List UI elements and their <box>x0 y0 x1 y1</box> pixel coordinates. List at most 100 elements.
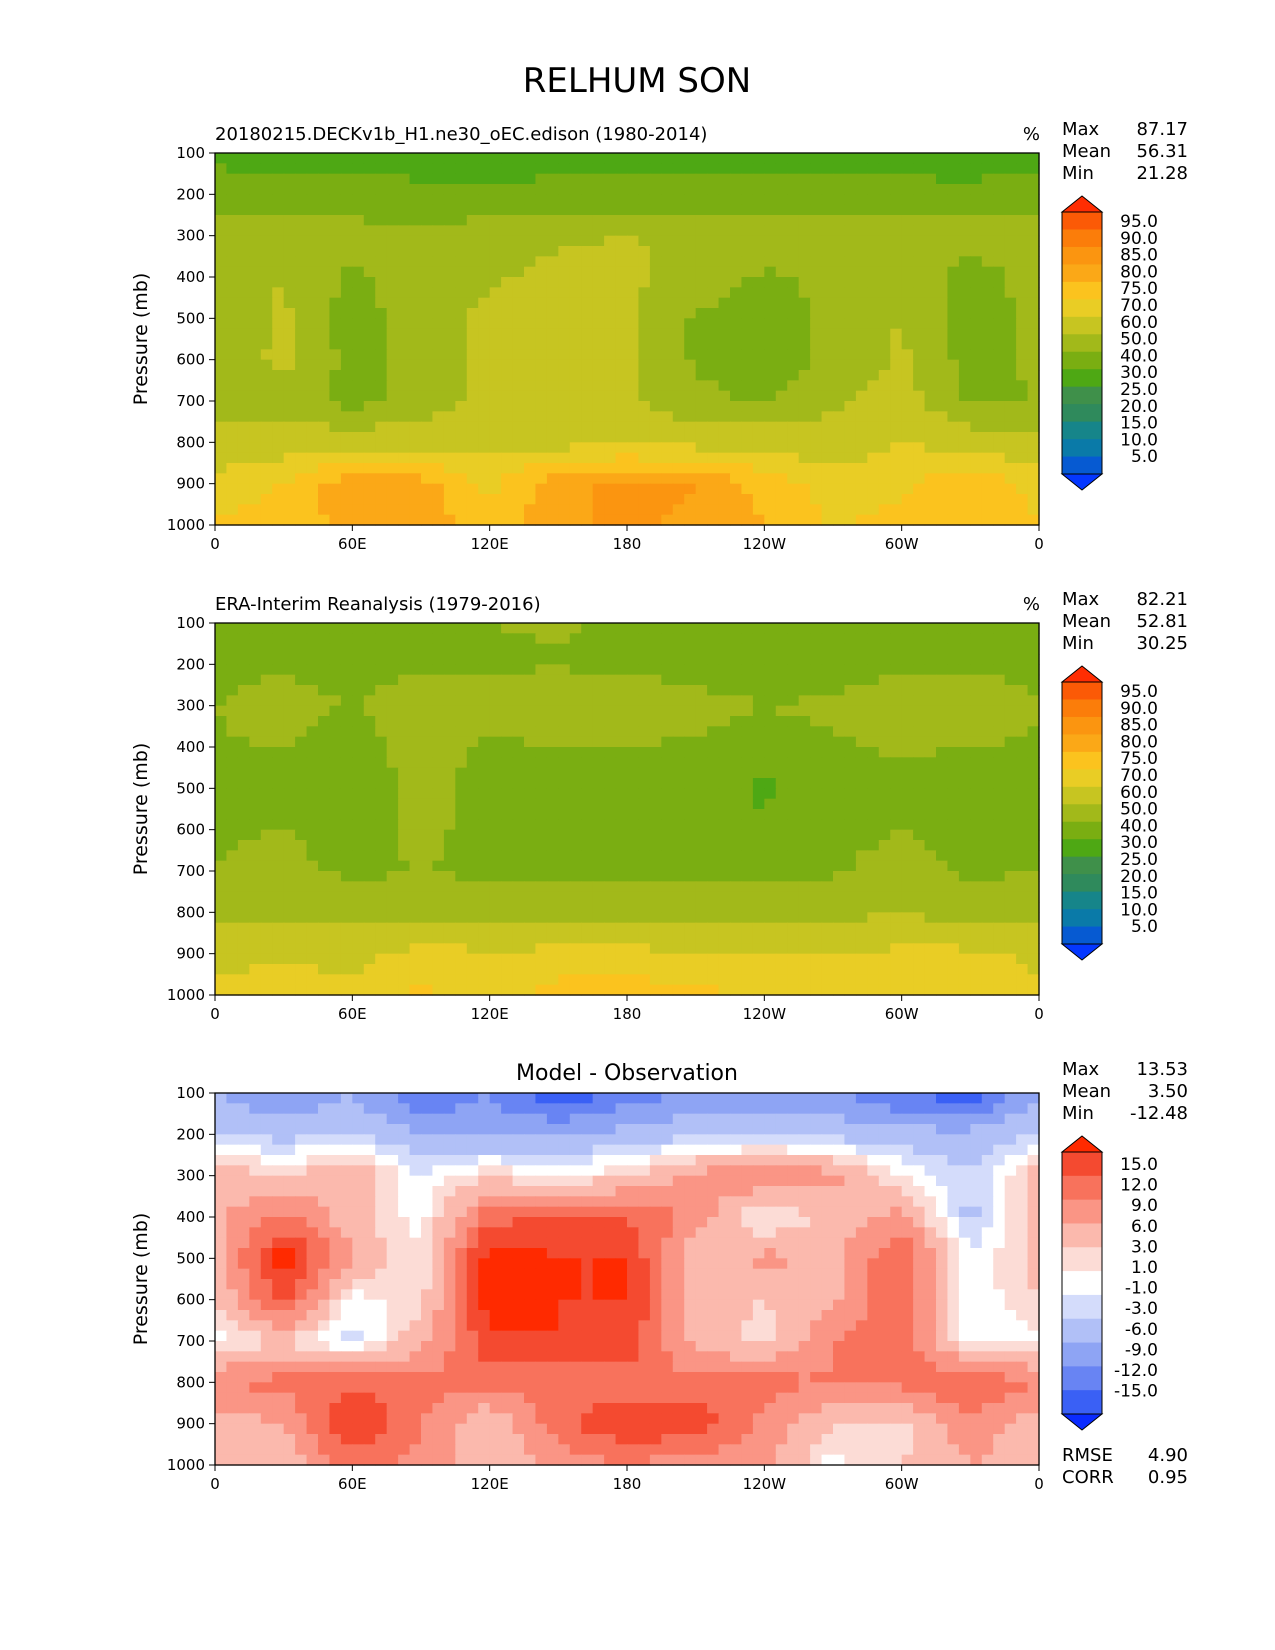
heatmap-cell <box>478 359 491 371</box>
heatmap-cell <box>489 922 502 934</box>
heatmap-cell <box>558 473 571 485</box>
heatmap-cell <box>386 318 399 330</box>
heatmap-cell <box>512 390 525 402</box>
heatmap-cell <box>970 695 983 707</box>
heatmap-cell <box>318 246 331 257</box>
heatmap-cell <box>546 747 559 758</box>
heatmap-cell <box>752 204 765 216</box>
heatmap-cell <box>455 664 468 676</box>
heatmap-cell <box>901 767 914 779</box>
heatmap-cell <box>237 215 250 226</box>
heatmap-cell <box>455 726 468 738</box>
heatmap-cell <box>375 246 388 257</box>
heatmap-cell <box>363 912 376 924</box>
heatmap-cell <box>432 850 445 862</box>
heatmap-cell <box>844 736 857 748</box>
heatmap-cell <box>398 359 411 371</box>
heatmap-cell <box>215 390 228 402</box>
heatmap-cell <box>615 494 628 505</box>
colorbar-label: 20.0 <box>1120 397 1158 417</box>
heatmap-cell <box>913 819 926 831</box>
heatmap-cell <box>249 860 262 872</box>
heatmap-cell <box>1016 778 1029 789</box>
heatmap-cell <box>363 819 376 831</box>
heatmap-cell <box>821 359 834 371</box>
heatmap-cell <box>833 277 846 288</box>
heatmap-cell <box>318 664 331 676</box>
heatmap-cell <box>340 829 353 841</box>
heatmap-cell <box>363 194 376 206</box>
heatmap-cell <box>981 767 994 779</box>
heatmap-cell <box>798 225 811 237</box>
heatmap-cell <box>741 654 754 665</box>
heatmap-cell <box>684 788 697 800</box>
heatmap-cell <box>363 809 376 820</box>
heatmap-cell <box>775 215 788 226</box>
heatmap-cell <box>718 623 731 634</box>
heatmap-cell <box>730 736 743 748</box>
heatmap-cell <box>306 881 319 893</box>
heatmap-cell <box>592 747 605 758</box>
heatmap-cell <box>684 297 697 309</box>
heatmap-cell <box>913 318 926 330</box>
heatmap-cell <box>535 819 548 831</box>
heatmap-cell <box>649 767 662 779</box>
heatmap-cell <box>272 173 285 185</box>
heatmap-cell <box>398 891 411 903</box>
heatmap-cell <box>215 902 228 913</box>
heatmap-cell <box>318 695 331 707</box>
heatmap-cell <box>569 922 582 934</box>
heatmap-cell <box>546 297 559 309</box>
heatmap-cell <box>775 173 788 185</box>
heatmap-cell <box>295 452 308 464</box>
heatmap-cell <box>329 277 342 288</box>
heatmap-cell <box>741 685 754 696</box>
heatmap-cell <box>798 194 811 206</box>
heatmap-cell <box>386 809 399 820</box>
heatmap-cell <box>844 246 857 257</box>
heatmap-cell <box>684 850 697 862</box>
heatmap-cell <box>260 922 273 934</box>
heatmap-cell <box>432 277 445 288</box>
heatmap-cell <box>1004 871 1017 882</box>
heatmap-cell <box>707 840 720 851</box>
heatmap-cell <box>363 623 376 634</box>
heatmap-cell <box>752 747 765 758</box>
heatmap-cell <box>329 184 342 195</box>
panel-title: 20180215.DECKv1b_H1.ne30_oEC.edison (198… <box>215 124 707 145</box>
heatmap-cell <box>947 411 960 423</box>
heatmap-cell <box>512 349 525 361</box>
heatmap-cell <box>787 287 800 299</box>
heatmap-cell <box>592 308 605 319</box>
heatmap-cell <box>890 308 903 319</box>
heatmap-cell <box>913 902 926 913</box>
heatmap-cell <box>855 442 868 454</box>
heatmap-cell <box>958 194 971 206</box>
heatmap-cell <box>272 850 285 862</box>
heatmap-cell <box>398 778 411 789</box>
heatmap-cell <box>672 664 685 676</box>
heatmap-cell <box>306 483 319 495</box>
heatmap-cell <box>318 463 331 474</box>
heatmap-cell <box>443 225 456 237</box>
heatmap-cell <box>855 339 868 350</box>
heatmap-cell <box>466 726 479 738</box>
heatmap-cell <box>478 933 491 944</box>
heatmap-cell <box>592 840 605 851</box>
heatmap-cell <box>833 173 846 185</box>
heatmap-cell <box>581 514 594 526</box>
heatmap-cell <box>237 726 250 738</box>
heatmap-cell <box>947 871 960 882</box>
heatmap-cell <box>798 246 811 257</box>
heatmap-cell <box>775 504 788 516</box>
heatmap-cell <box>821 912 834 924</box>
heatmap-cell <box>981 871 994 882</box>
heatmap-cell <box>363 287 376 299</box>
heatmap-cell <box>260 184 273 195</box>
heatmap-cell <box>455 287 468 299</box>
heatmap-cell <box>993 922 1006 934</box>
heatmap-cell <box>272 716 285 727</box>
heatmap-cell <box>363 829 376 841</box>
heatmap-cell <box>329 225 342 237</box>
heatmap-cell <box>546 685 559 696</box>
